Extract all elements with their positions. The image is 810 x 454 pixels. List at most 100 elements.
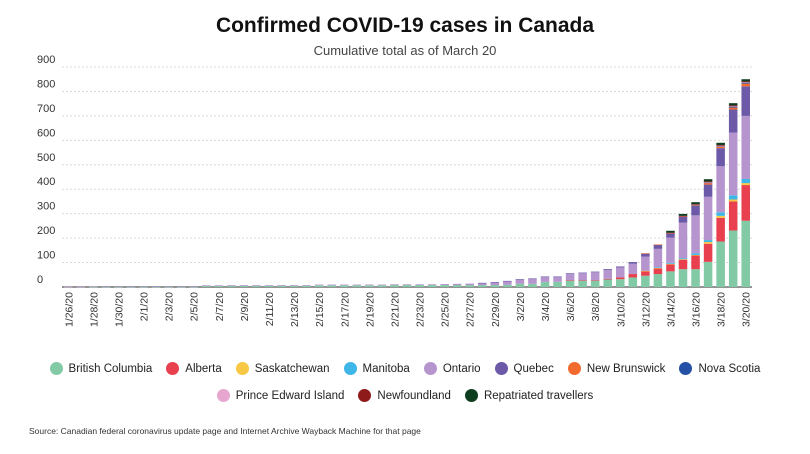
bar-segment	[691, 204, 700, 206]
bar-segment	[377, 284, 387, 286]
bar-segment	[628, 262, 638, 264]
bar-segment	[728, 195, 738, 200]
bar-segment	[340, 285, 349, 287]
x-tick-label: 2/1/20	[139, 292, 151, 321]
legend-label: Saskatchewan	[254, 362, 330, 375]
bar-segment	[277, 285, 286, 287]
x-tick-label: 3/10/20	[615, 292, 627, 327]
bar-segment	[352, 285, 362, 287]
bar-segment	[691, 269, 700, 287]
bar-segment	[716, 144, 725, 146]
bar-segment	[440, 285, 449, 287]
legend-swatch	[166, 362, 180, 375]
bar-segment	[578, 280, 587, 287]
bar-segment	[616, 277, 625, 280]
bar-segment	[703, 183, 713, 185]
bar-segment	[666, 263, 675, 265]
bar-segment	[402, 285, 412, 287]
legend-label: Prince Edward Island	[235, 389, 345, 402]
bar-segment	[716, 146, 725, 149]
y-tick-label: 800	[37, 78, 55, 90]
bar-segment	[289, 285, 299, 287]
bar-segment	[214, 286, 224, 287]
bar-segment	[716, 142, 725, 145]
bar-segment	[139, 286, 148, 287]
bar-segment	[164, 286, 173, 287]
bar-segment	[126, 286, 136, 287]
bar-segment	[528, 278, 537, 284]
x-tick-label: 3/14/20	[665, 292, 677, 327]
bar-segment	[515, 283, 525, 287]
bar-segment	[540, 281, 550, 287]
bar-segment	[176, 286, 186, 287]
bar-segment	[641, 253, 650, 257]
bar-segment	[678, 216, 688, 223]
bar-segment	[641, 256, 650, 271]
bar-segment	[390, 285, 399, 287]
x-tick-label: 3/16/20	[691, 292, 703, 327]
legend-label: Repatriated travellers	[483, 389, 594, 402]
bar-segment	[590, 271, 600, 273]
bar-segment	[365, 284, 374, 286]
bar-segment	[503, 281, 512, 285]
bar-segment	[666, 233, 675, 238]
legend-item: British Columbia	[49, 362, 152, 375]
x-tick-label: 2/15/20	[314, 292, 326, 327]
legend-swatch	[423, 362, 437, 375]
bar-segment	[703, 243, 713, 262]
legend-label: Manitoba	[362, 362, 410, 375]
legend-item: Ontario	[423, 362, 481, 375]
bar-segment	[528, 278, 537, 280]
legend-swatch	[567, 362, 581, 375]
bar-segment	[515, 279, 525, 284]
legend-swatch	[358, 389, 372, 402]
bar-segment	[653, 248, 663, 268]
bar-segment	[176, 286, 186, 288]
bar-segment	[227, 285, 236, 287]
bar-segment	[64, 286, 73, 288]
bar-segment	[728, 199, 738, 202]
bar-segment	[703, 196, 713, 241]
bar-segment	[490, 285, 500, 287]
bar-segment	[490, 282, 500, 286]
bar-segment	[289, 285, 299, 286]
bar-segment	[628, 277, 638, 287]
bar-segment	[402, 284, 412, 286]
bar-segment	[616, 266, 625, 268]
x-tick-label: 2/7/20	[214, 292, 226, 321]
bar-segment	[653, 244, 663, 249]
x-tick-label: 2/19/20	[364, 292, 376, 327]
bar-segment	[678, 213, 688, 216]
bar-segment	[666, 232, 675, 234]
bar-segment	[691, 215, 700, 254]
bar-segment	[415, 285, 424, 287]
bar-segment	[703, 179, 713, 182]
legend-swatch	[49, 362, 63, 375]
bar-segment	[452, 283, 462, 286]
bar-segment	[728, 106, 738, 107]
bar-segment	[616, 267, 625, 278]
bar-segment	[578, 272, 587, 274]
x-tick-label: 2/25/20	[440, 292, 452, 327]
x-tick-label: 2/27/20	[465, 292, 477, 327]
bar-segment	[728, 106, 738, 108]
bar-segment	[728, 230, 738, 287]
legend-item: Nova Scotia	[679, 362, 760, 375]
bar-segment	[728, 107, 738, 110]
bar-segment	[89, 286, 98, 287]
bar-segment	[540, 276, 550, 278]
bar-segment	[703, 261, 713, 287]
legend-label: Quebec	[513, 362, 554, 375]
x-tick-label: 2/5/20	[189, 292, 201, 321]
bar-segment	[227, 285, 236, 286]
chart-title: Confirmed COVID-19 cases in Canada	[215, 14, 595, 37]
bar-segment	[741, 183, 750, 186]
y-tick-label: 500	[37, 152, 55, 164]
bar-segment	[503, 280, 512, 282]
bar-segment	[728, 105, 738, 107]
x-tick-label: 2/9/20	[239, 292, 251, 321]
bar-segment	[703, 184, 713, 197]
bar-segment	[440, 284, 449, 286]
x-tick-label: 3/20/20	[741, 292, 753, 327]
bar-segment	[628, 274, 638, 278]
